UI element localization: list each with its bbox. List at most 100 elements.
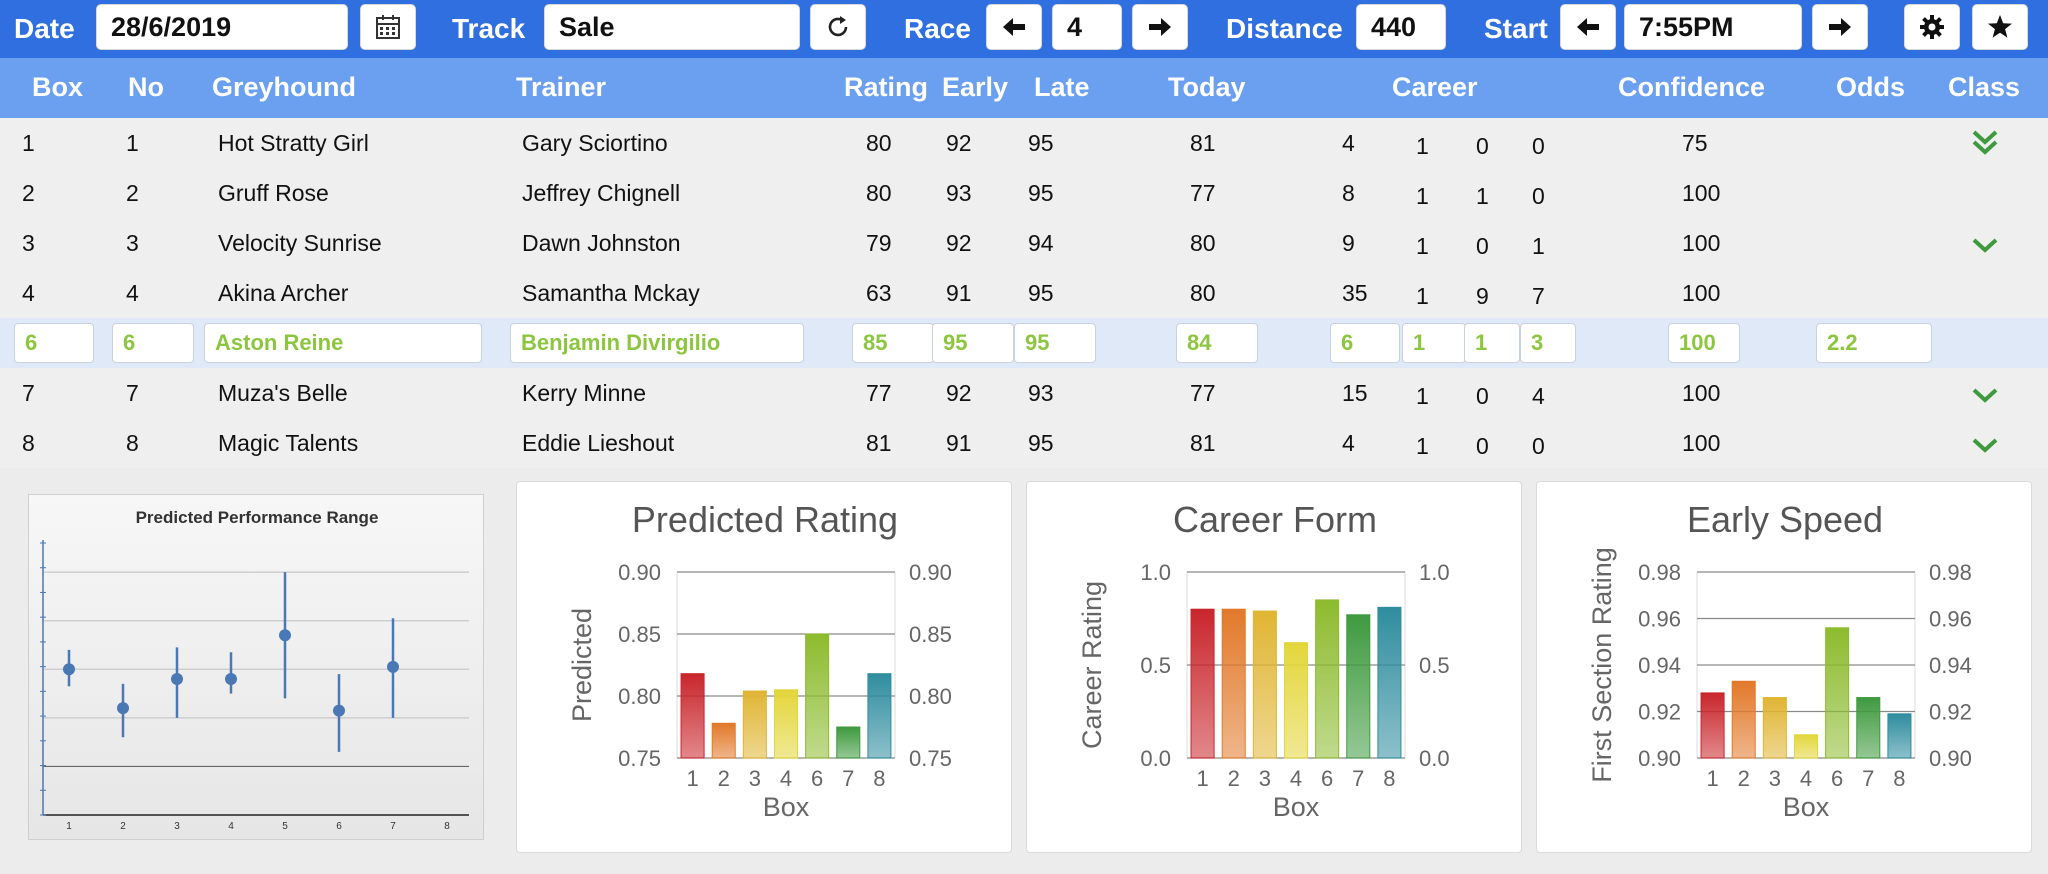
cell-career-1[interactable]: 1 [1402, 323, 1466, 363]
col-header-confidence[interactable]: Confidence [1618, 72, 1766, 102]
cell-trainer: Jeffrey Chignell [522, 180, 681, 206]
cell-confidence: 100 [1682, 430, 1721, 456]
refresh-button[interactable] [810, 4, 866, 50]
col-header-today[interactable]: Today [1168, 72, 1246, 102]
cell-rating: 63 [866, 280, 892, 306]
col-header-career[interactable]: Career [1392, 72, 1478, 102]
start-next-button[interactable] [1812, 4, 1868, 50]
table-row-selected[interactable]: 6 6 Aston Reine Benjamin Divirgilio 85 95 95 84… [0, 318, 2048, 368]
col-header-greyhound[interactable]: Greyhound [212, 72, 357, 102]
date-field[interactable]: 28/6/2019 [96, 4, 348, 50]
race-prev-button[interactable] [986, 4, 1042, 50]
double-chevron-down-icon[interactable] [1970, 118, 2000, 168]
x-tick-label: 6 [1321, 766, 1333, 791]
y-tick-label-right: 0.94 [1929, 653, 1972, 678]
start-time-field[interactable]: 7:55PM [1624, 4, 1802, 50]
cell-career-3: 0 [1532, 433, 1545, 459]
cell-confidence[interactable]: 100 [1668, 323, 1740, 363]
race-next-button[interactable] [1132, 4, 1188, 50]
predicted-rating-chart: Predicted Rating 0.90 0.90 0.85 0.85 0.80 0.80… [516, 481, 1012, 853]
cell-today: 81 [1190, 430, 1216, 456]
col-header-class[interactable]: Class [1948, 72, 2021, 102]
data-point [279, 629, 291, 642]
cell-career-2: 0 [1476, 233, 1489, 259]
cell-career-1: 1 [1416, 183, 1429, 209]
y-tick-label-left: 0.85 [618, 622, 661, 647]
cell-career-1: 1 [1416, 383, 1429, 409]
x-tick-label: 8 [444, 821, 450, 832]
col-header-odds[interactable]: Odds [1836, 72, 1906, 102]
calendar-button[interactable] [360, 4, 416, 50]
cell-late[interactable]: 95 [1014, 323, 1096, 363]
cell-confidence: 75 [1682, 130, 1708, 156]
x-tick-label: 2 [1228, 766, 1240, 791]
y-tick-label-left: 0.96 [1638, 607, 1681, 632]
table-header: Box No Greyhound Trainer Rating Early La… [0, 58, 2048, 118]
cell-confidence: 100 [1682, 380, 1721, 406]
y-tick-label-left: 0.75 [618, 746, 661, 771]
bar [773, 689, 799, 759]
x-tick-label: 3 [1259, 766, 1271, 791]
favourite-button[interactable] [1972, 4, 2028, 50]
x-tick-label: 8 [1893, 766, 1905, 791]
col-header-early[interactable]: Early [942, 72, 1009, 102]
col-header-late[interactable]: Late [1034, 72, 1090, 102]
x-tick-label: 1 [1196, 766, 1208, 791]
cell-box: 8 [22, 430, 35, 456]
chevron-down-icon[interactable] [1970, 218, 2000, 268]
chevron-down-icon[interactable] [1970, 368, 2000, 418]
x-tick-label: 2 [120, 821, 126, 832]
date-label: Date [14, 13, 75, 44]
x-tick-label: 3 [174, 821, 180, 832]
track-field[interactable]: Sale [544, 4, 800, 50]
bar [742, 690, 767, 759]
cell-today[interactable]: 84 [1176, 323, 1258, 363]
cell-no: 3 [126, 230, 139, 256]
table-row[interactable]: 2 2 Gruff Rose Jeffrey Chignell 80 93 95 77 100 8… [0, 168, 2048, 218]
cell-rating[interactable]: 85 [852, 323, 934, 363]
cell-no[interactable]: 6 [112, 323, 194, 363]
table-row[interactable]: 8 8 Magic Talents Eddie Lieshout 81 91 95 81 100… [0, 418, 2048, 468]
cell-odds[interactable]: 2.2 [1816, 323, 1932, 363]
bar [1793, 734, 1819, 759]
settings-button[interactable] [1904, 4, 1960, 50]
table-row[interactable]: 7 7 Muza's Belle Kerry Minne 77 92 93 77 100 15 1 0… [0, 368, 2048, 418]
col-header-rating[interactable]: Rating [844, 72, 928, 102]
col-header-box[interactable]: Box [32, 72, 84, 102]
data-point [225, 673, 237, 685]
cell-trainer: Kerry Minne [522, 380, 646, 406]
table-row[interactable]: 4 4 Akina Archer Samantha Mckay 63 91 95 80 100 3… [0, 268, 2048, 318]
cell-late: 93 [1028, 380, 1054, 406]
cell-early: 91 [946, 430, 972, 456]
cell-late: 94 [1028, 230, 1054, 256]
cell-career-2[interactable]: 1 [1464, 323, 1520, 363]
cell-greyhound: Gruff Rose [218, 180, 329, 206]
col-header-trainer[interactable]: Trainer [516, 72, 607, 102]
cell-early[interactable]: 95 [932, 323, 1014, 363]
gear-icon [1919, 14, 1945, 40]
bar [711, 722, 736, 759]
cell-career-0[interactable]: 6 [1330, 323, 1400, 363]
cell-trainer[interactable]: Benjamin Divirgilio [510, 323, 804, 363]
cell-box: 3 [22, 230, 35, 256]
cell-career-0: 4 [1342, 130, 1355, 156]
start-prev-button[interactable] [1560, 4, 1616, 50]
chart-title: Career Form [1173, 499, 1377, 540]
race-field[interactable]: 4 [1052, 4, 1122, 50]
distance-field[interactable]: 440 [1356, 4, 1446, 50]
cell-trainer: Dawn Johnston [522, 230, 681, 256]
cell-greyhound[interactable]: Aston Reine [204, 323, 482, 363]
predicted-rating-svg: Predicted Rating 0.90 0.90 0.85 0.85 0.80 0.80… [567, 499, 952, 822]
table-row[interactable]: 3 3 Velocity Sunrise Dawn Johnston 79 92 94 80 1… [0, 218, 2048, 268]
cell-no: 1 [126, 130, 139, 156]
table-row[interactable]: 1 1 Hot Stratty Girl Gary Sciortino 80 92 95 81… [0, 118, 2048, 168]
col-header-no[interactable]: No [128, 72, 164, 102]
arrow-left-icon [1575, 16, 1601, 38]
cell-career-3[interactable]: 3 [1520, 323, 1576, 363]
bar [1377, 606, 1402, 759]
y-tick-label-right: 0.0 [1419, 746, 1450, 771]
chevron-down-icon[interactable] [1970, 418, 2000, 468]
cell-box[interactable]: 6 [14, 323, 94, 363]
cell-late: 95 [1028, 280, 1054, 306]
